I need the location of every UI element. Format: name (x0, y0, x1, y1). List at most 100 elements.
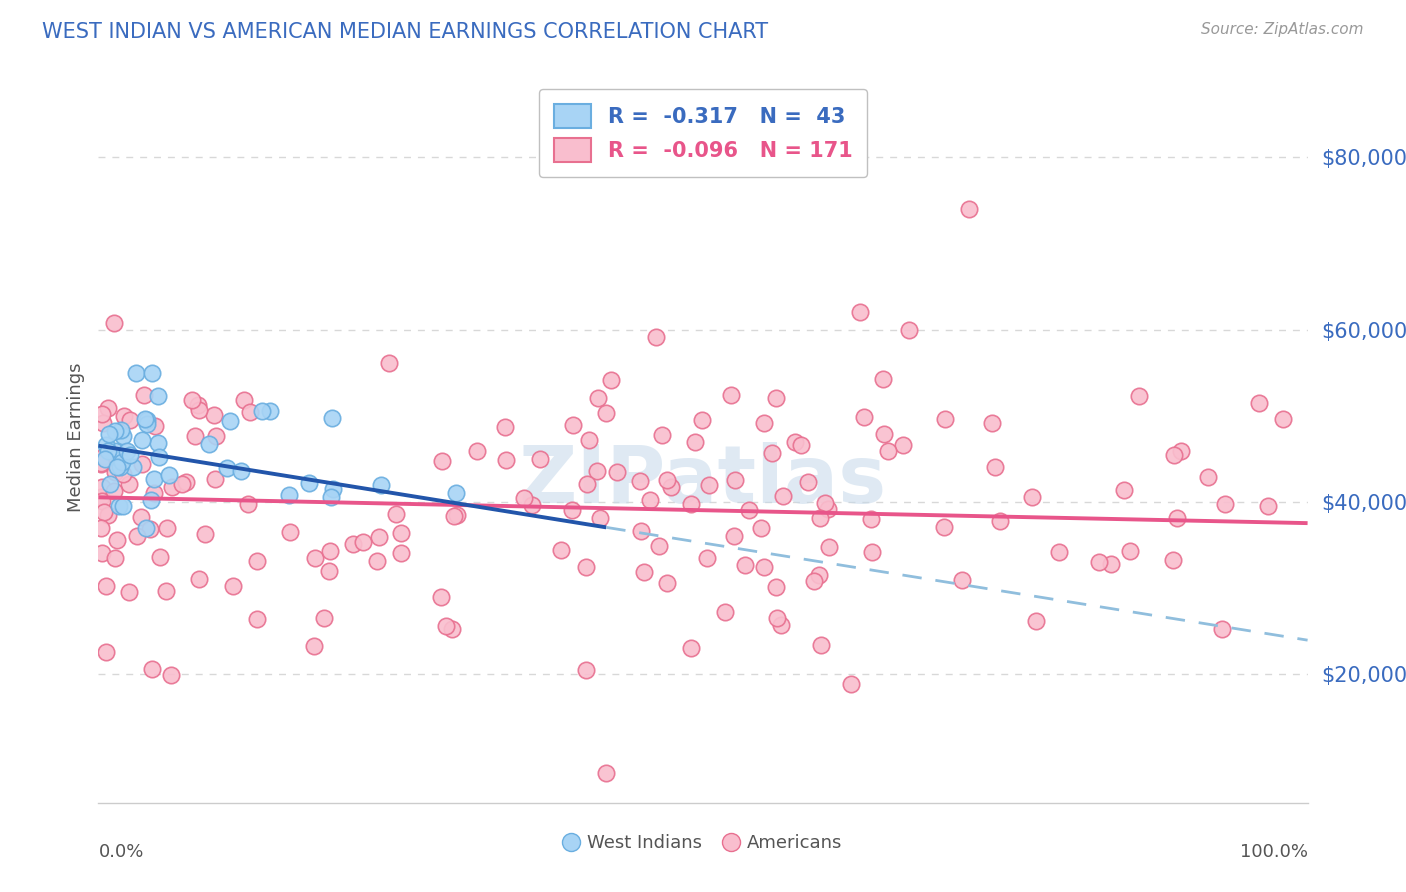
Point (180, 392, 202, 407)
Point (155, 521, 177, 535)
Point (765, 392, 787, 406)
Point (205, 429, 228, 443)
Point (562, 417, 585, 432)
Point (1112, 483, 1135, 497)
Point (1197, 470, 1219, 484)
Point (752, 416, 775, 430)
Point (134, 412, 156, 426)
Point (595, 406, 617, 420)
Point (810, 638, 832, 652)
Point (174, 475, 197, 490)
Point (561, 502, 583, 516)
Point (595, 765, 617, 780)
Point (655, 576, 678, 591)
Point (574, 560, 596, 574)
Point (849, 305, 872, 319)
Point (110, 459, 132, 474)
Point (131, 433, 153, 447)
Point (120, 448, 142, 462)
Point (94, 438, 117, 452)
Point (860, 512, 883, 526)
Point (765, 580, 787, 594)
Point (1128, 389, 1150, 403)
Point (877, 444, 900, 458)
Point (513, 491, 536, 505)
Point (441, 622, 464, 636)
Point (172, 476, 194, 491)
Point (796, 475, 818, 489)
Point (94, 451, 117, 466)
Point (96, 645, 118, 659)
Point (127, 529, 149, 543)
Point (110, 423, 132, 437)
Point (90, 521, 112, 535)
Point (873, 427, 896, 442)
Point (772, 489, 794, 503)
Point (679, 640, 702, 655)
Point (184, 429, 207, 443)
Point (202, 408, 225, 422)
Point (314, 611, 336, 625)
Point (465, 444, 488, 458)
Point (135, 521, 157, 535)
Point (814, 496, 837, 510)
Text: 100.0%: 100.0% (1240, 843, 1308, 861)
Point (104, 444, 127, 458)
Point (246, 554, 269, 568)
Point (139, 522, 162, 536)
Point (370, 477, 392, 491)
Point (606, 466, 628, 480)
Point (644, 330, 666, 344)
Point (685, 434, 707, 449)
Point (790, 437, 813, 451)
Point (352, 534, 374, 549)
Point (633, 565, 655, 579)
Point (679, 497, 702, 511)
Point (1213, 497, 1236, 511)
Point (146, 436, 169, 450)
Point (321, 411, 343, 425)
Point (259, 404, 281, 418)
Text: Source: ZipAtlas.com: Source: ZipAtlas.com (1201, 22, 1364, 37)
Point (97, 443, 120, 458)
Point (143, 419, 166, 434)
Point (246, 612, 269, 626)
Point (125, 366, 148, 380)
Point (250, 403, 273, 417)
Point (318, 564, 340, 578)
Point (368, 530, 391, 544)
Point (118, 585, 141, 599)
Point (304, 551, 326, 566)
Point (494, 419, 516, 434)
Point (97, 401, 120, 416)
Point (188, 572, 211, 586)
Point (575, 477, 598, 491)
Point (432, 454, 454, 468)
Point (761, 446, 783, 460)
Point (724, 474, 747, 488)
Point (852, 409, 875, 424)
Y-axis label: Median Earnings: Median Earnings (66, 362, 84, 512)
Point (233, 393, 256, 408)
Point (1272, 412, 1295, 426)
Point (111, 455, 134, 469)
Point (91, 407, 114, 421)
Point (104, 465, 127, 479)
Point (318, 544, 340, 558)
Point (872, 372, 894, 386)
Point (600, 373, 623, 387)
Point (1047, 545, 1070, 559)
Point (148, 389, 170, 403)
Point (738, 502, 761, 516)
Point (98, 476, 121, 491)
Point (950, 574, 973, 588)
Point (818, 540, 841, 554)
Point (142, 472, 165, 486)
Point (112, 500, 135, 514)
Point (803, 574, 825, 588)
Point (659, 480, 682, 494)
Point (657, 473, 679, 487)
Point (111, 429, 134, 443)
Point (238, 497, 260, 511)
Point (319, 490, 342, 504)
